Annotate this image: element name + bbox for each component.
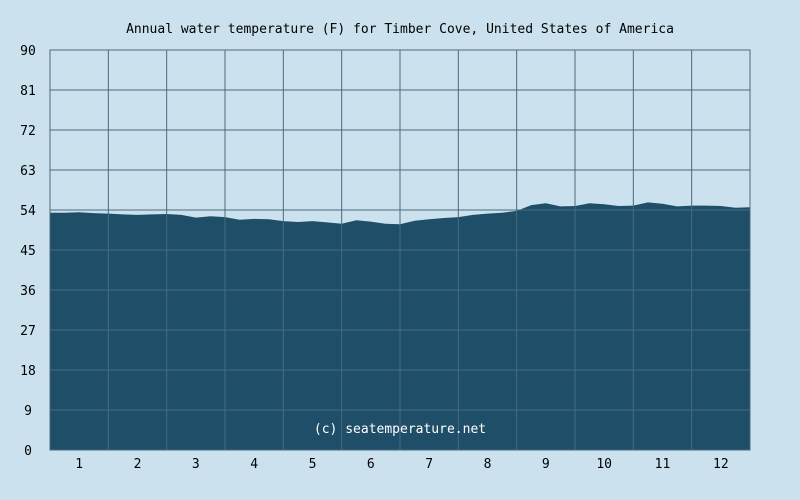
x-tick-label: 5 [309,457,317,472]
x-tick-label: 10 [596,457,612,472]
y-tick-label: 27 [20,324,36,339]
x-tick-label: 12 [713,457,729,472]
y-tick-label: 72 [20,124,36,139]
x-tick-label: 3 [192,457,200,472]
y-tick-label: 63 [20,164,36,179]
y-tick-label: 45 [20,244,36,259]
y-tick-label: 36 [20,284,36,299]
x-tick-label: 4 [250,457,258,472]
x-tick-label: 1 [75,457,83,472]
y-tick-label: 9 [24,404,32,419]
x-tick-label: 2 [134,457,142,472]
x-axis-ticks: 1 2 3 4 5 6 7 8 9 10 11 12 [75,457,728,472]
x-tick-label: 9 [542,457,550,472]
x-tick-label: 11 [655,457,671,472]
y-tick-label: 54 [20,204,36,219]
y-tick-label: 18 [20,364,36,379]
x-tick-label: 6 [367,457,375,472]
watermark-text: (c) seatemperature.net [314,422,486,437]
y-tick-label: 90 [20,44,36,59]
y-tick-label: 81 [20,84,36,99]
y-axis-ticks: 0 9 18 27 36 45 54 63 72 81 90 [20,44,36,459]
x-tick-label: 8 [484,457,492,472]
chart-title: Annual water temperature (F) for Timber … [126,22,674,37]
x-tick-label: 7 [425,457,433,472]
plot-border [49,49,751,451]
y-tick-label: 0 [24,444,32,459]
